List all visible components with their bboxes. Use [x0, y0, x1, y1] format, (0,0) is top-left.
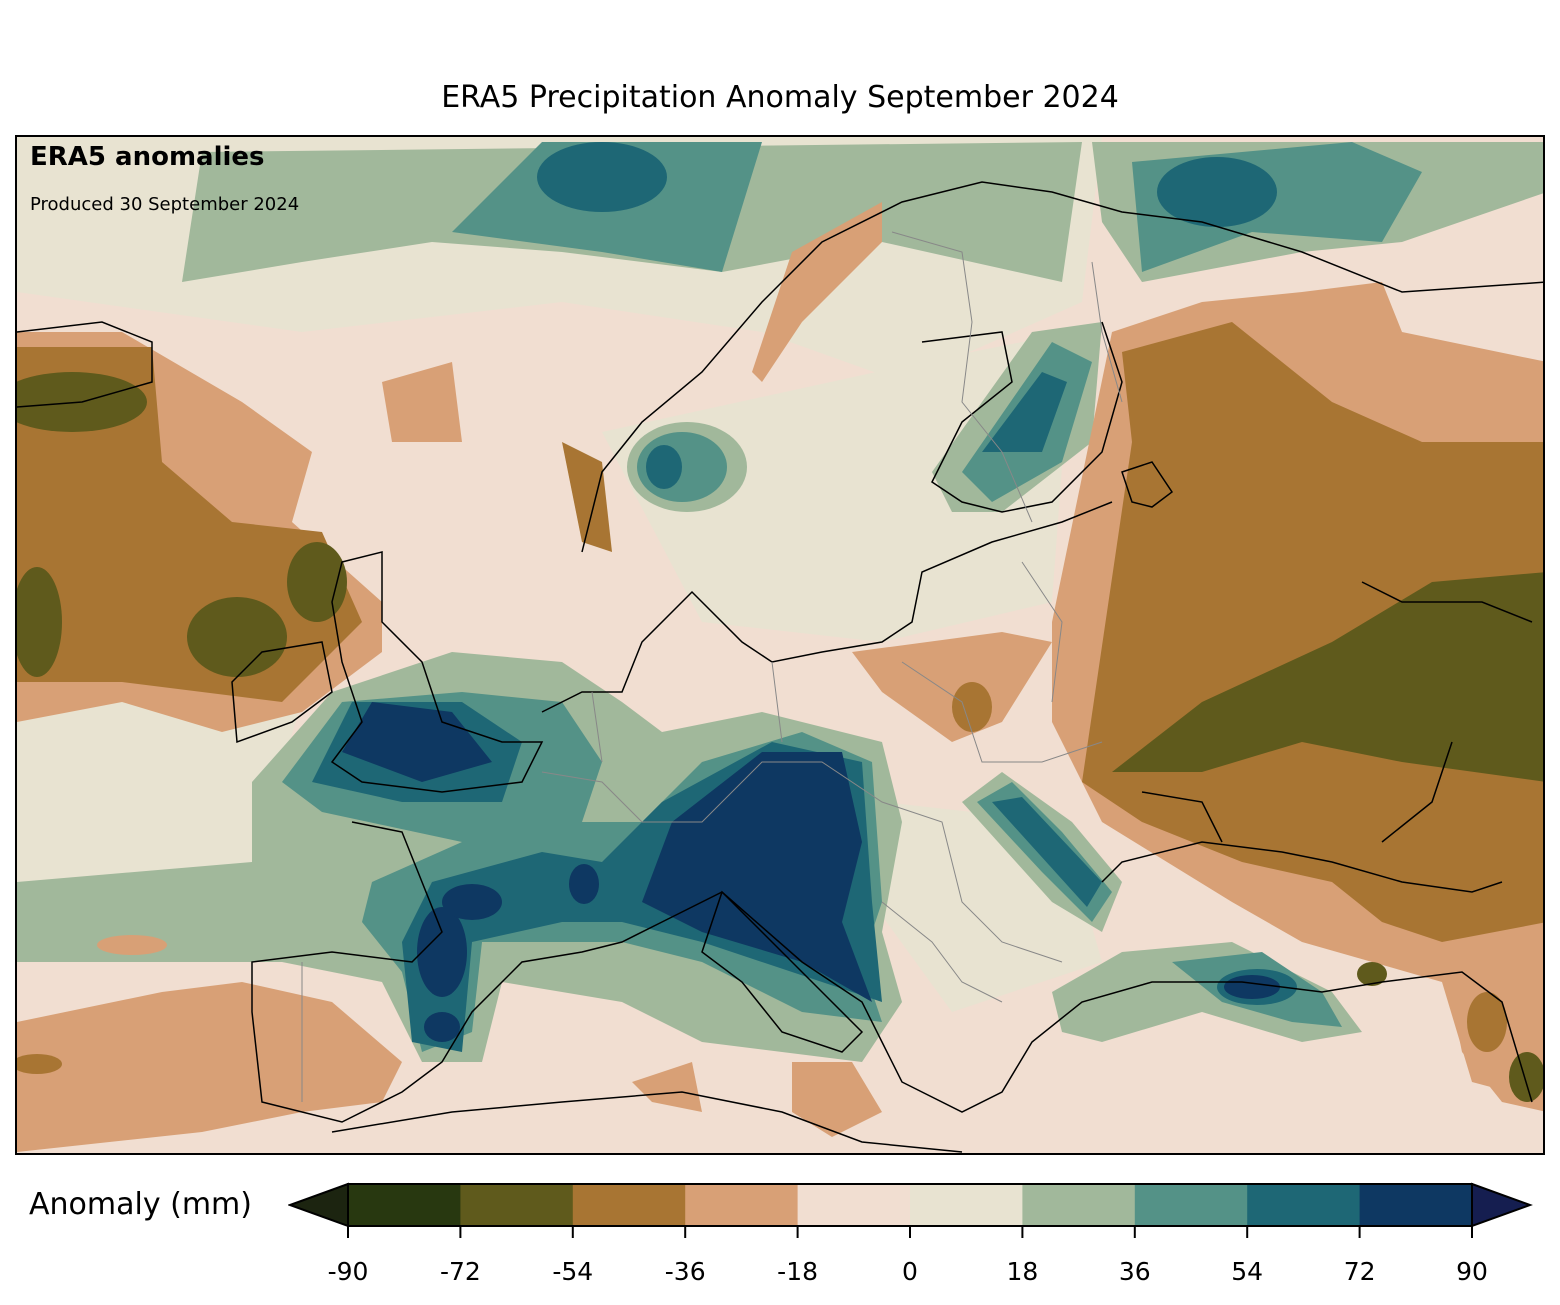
colorbar-segment [348, 1184, 461, 1226]
precipitation-anomaly-map [15, 135, 1545, 1155]
field-0-18 [602, 332, 1072, 642]
field-54-72 [1157, 157, 1277, 227]
colorbar-segment [572, 1184, 686, 1226]
coastlines [17, 181, 1543, 1153]
colorbar-tick-label: -90 [327, 1257, 369, 1286]
field-neg36-neg54 [1082, 322, 1543, 942]
field-neg54-neg72 [17, 567, 62, 677]
colorbar-segment [910, 1184, 1023, 1226]
field-0-18 [17, 702, 302, 902]
field-neg54-neg72 [1112, 572, 1543, 782]
colorbar-under-arrow [288, 1182, 349, 1228]
country-borders [301, 231, 1123, 1102]
annotation-produced-date: Produced 30 September 2024 [30, 194, 300, 215]
field-neg18-neg36 [382, 362, 462, 442]
field-neg18-neg36 [17, 982, 402, 1152]
colorbar [288, 1182, 1533, 1238]
field-neg18-neg36 [752, 202, 882, 382]
field-72-90 [342, 702, 492, 782]
colorbar-tick-label: 0 [902, 1257, 918, 1286]
field-72-90 [642, 752, 872, 1002]
colorbar-tick-label: 54 [1231, 1257, 1264, 1286]
colorbar-tick-label: 72 [1343, 1257, 1376, 1286]
colorbar-segment [1022, 1184, 1136, 1226]
field-neg54-neg72 [287, 542, 347, 622]
colorbar-tick-label: -18 [777, 1257, 819, 1286]
colorbar-tick-label: -54 [552, 1257, 594, 1286]
map-title: ERA5 Precipitation Anomaly September 202… [441, 80, 1119, 115]
colorbar-tick-label: -72 [439, 1257, 481, 1286]
colorbar-over-arrow [1471, 1182, 1533, 1228]
map-canvas [17, 137, 1543, 1153]
colorbar-segment [685, 1184, 799, 1226]
field-neg54-neg72 [187, 597, 287, 677]
colorbar-tick-label: 18 [1006, 1257, 1039, 1286]
colorbar-segment [797, 1184, 911, 1226]
field-neg36-neg54 [562, 442, 612, 552]
colorbar-segment [460, 1184, 574, 1226]
colorbar-tick-label: 36 [1118, 1257, 1151, 1286]
field-54-72 [537, 142, 667, 212]
colorbar-tick-label: 90 [1456, 1257, 1488, 1286]
colorbar-segment [1134, 1184, 1248, 1226]
annotation-heading: ERA5 anomalies [30, 142, 265, 172]
colorbar-tick-label: -36 [664, 1257, 706, 1286]
colorbar-label: Anomaly (mm) [29, 1187, 252, 1222]
colorbar-segment [1247, 1184, 1361, 1226]
colorbar-segment [1359, 1184, 1473, 1226]
